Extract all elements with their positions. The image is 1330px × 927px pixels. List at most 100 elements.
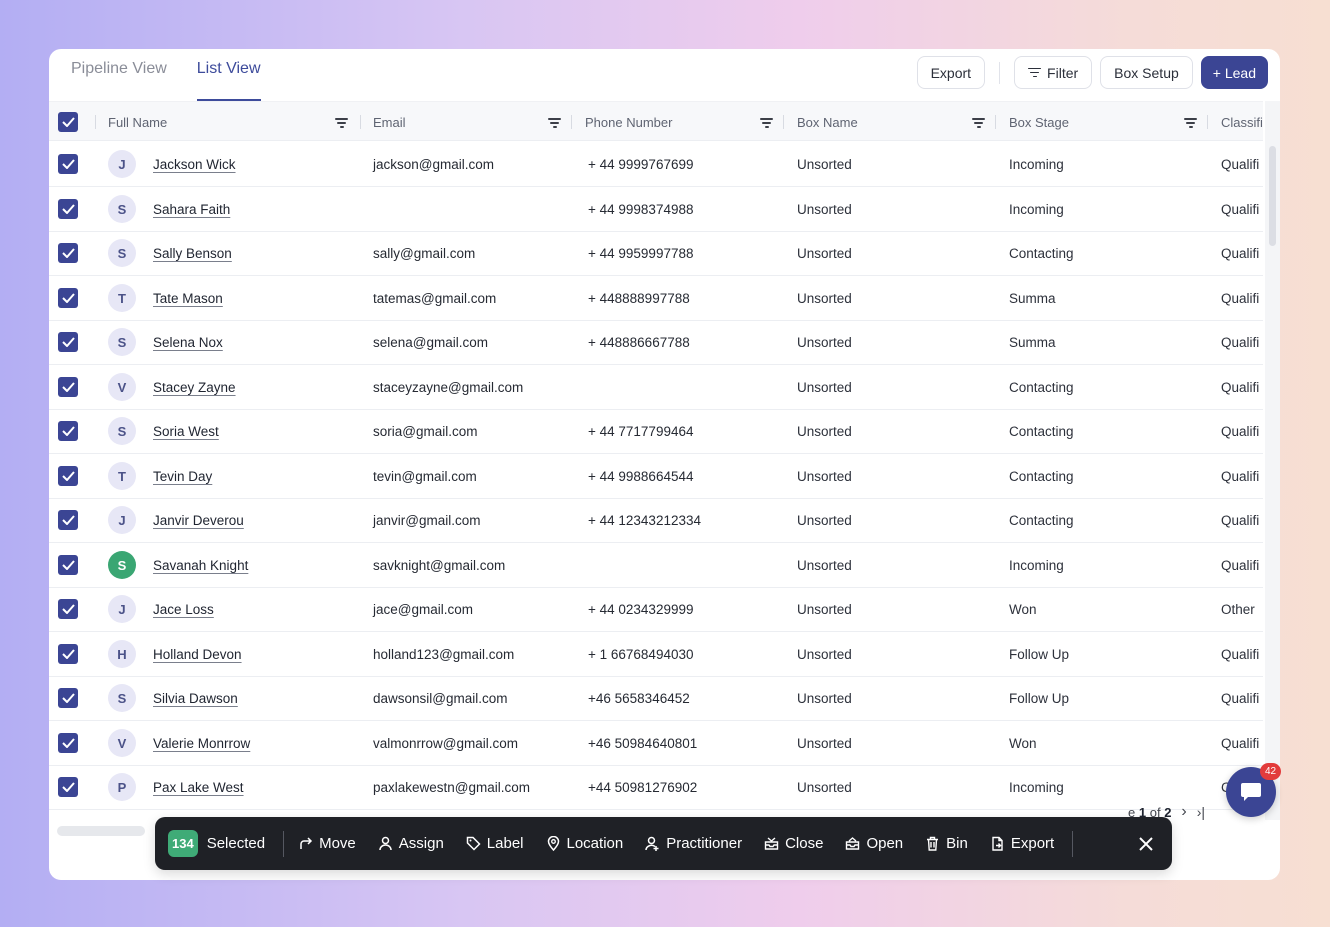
table-row[interactable]: S Soria West soria@gmail.com + 44 771779… xyxy=(49,409,1263,454)
bin-action-button[interactable]: Bin xyxy=(925,835,968,852)
vertical-scrollbar[interactable] xyxy=(1265,101,1280,820)
lead-name-link[interactable]: Holland Devon xyxy=(153,646,242,662)
select-all-cell xyxy=(58,102,78,142)
column-filter-icon[interactable] xyxy=(760,116,773,131)
classification-cell: Qualifi xyxy=(1221,543,1259,587)
column-classification[interactable]: Classifica xyxy=(1221,102,1263,142)
box-stage-cell: Incoming xyxy=(1009,142,1064,186)
table-row[interactable]: P Pax Lake West paxlakewestn@gmail.com +… xyxy=(49,765,1263,810)
table-row[interactable]: S Selena Nox selena@gmail.com + 44888666… xyxy=(49,320,1263,365)
column-email[interactable]: Email xyxy=(373,102,572,142)
avatar: J xyxy=(108,506,136,534)
column-box-name[interactable]: Box Name xyxy=(797,102,996,142)
lead-name-link[interactable]: Soria West xyxy=(153,423,219,439)
lead-name-link[interactable]: Jackson Wick xyxy=(153,156,236,172)
next-page-icon[interactable]: › xyxy=(1181,803,1187,820)
table-row[interactable]: J Janvir Deverou janvir@gmail.com + 44 1… xyxy=(49,498,1263,543)
export-button[interactable]: Export xyxy=(916,56,986,89)
column-filter-icon[interactable] xyxy=(548,116,561,131)
column-phone-number[interactable]: Phone Number xyxy=(585,102,784,142)
row-checkbox-cell xyxy=(58,498,78,542)
box-name-value: Unsorted xyxy=(797,557,852,573)
box-setup-button[interactable]: Box Setup xyxy=(1100,56,1193,89)
phone-cell: + 44 12343212334 xyxy=(588,498,701,542)
lead-name-link[interactable]: Silvia Dawson xyxy=(153,690,238,706)
close-selection-button[interactable] xyxy=(1138,836,1154,852)
email-cell: soria@gmail.com xyxy=(373,409,477,453)
filter-button[interactable]: Filter xyxy=(1014,56,1093,89)
move-action-button[interactable]: Move xyxy=(298,835,356,852)
lead-name-link[interactable]: Valerie Monrrow xyxy=(153,735,251,751)
row-checkbox[interactable] xyxy=(58,466,78,486)
full-name-cell: Sally Benson xyxy=(153,231,232,275)
column-full-name[interactable]: Full Name xyxy=(108,102,361,142)
table-row[interactable]: S Sally Benson sally@gmail.com + 44 9959… xyxy=(49,231,1263,276)
row-checkbox[interactable] xyxy=(58,243,78,263)
horizontal-scrollbar[interactable] xyxy=(57,826,145,836)
box-name-value: Unsorted xyxy=(797,735,852,751)
classification-cell: C xyxy=(1221,765,1231,809)
table-row[interactable]: S Silvia Dawson dawsonsil@gmail.com +46 … xyxy=(49,676,1263,721)
column-filter-icon[interactable] xyxy=(1184,116,1197,131)
lead-name-link[interactable]: Tate Mason xyxy=(153,290,223,306)
box-stage-value: Summa xyxy=(1009,334,1056,350)
phone-cell: + 448886667788 xyxy=(588,320,690,364)
row-checkbox[interactable] xyxy=(58,599,78,619)
row-checkbox[interactable] xyxy=(58,421,78,441)
location-action-button[interactable]: Location xyxy=(546,835,623,852)
row-checkbox[interactable] xyxy=(58,688,78,708)
export-action-button[interactable]: Export xyxy=(990,835,1054,852)
row-checkbox[interactable] xyxy=(58,199,78,219)
table-row[interactable]: S Sahara Faith + 44 9998374988 Unsorted … xyxy=(49,187,1263,232)
open-action-button[interactable]: Open xyxy=(845,835,903,852)
lead-name-link[interactable]: Sally Benson xyxy=(153,245,232,261)
lead-name-link[interactable]: Tevin Day xyxy=(153,468,213,484)
table-row[interactable]: J Jace Loss jace@gmail.com + 44 02343299… xyxy=(49,587,1263,632)
lead-name-link[interactable]: Stacey Zayne xyxy=(153,379,236,395)
lead-name-link[interactable]: Sahara Faith xyxy=(153,201,231,217)
table-row[interactable]: V Stacey Zayne staceyzayne@gmail.com Uns… xyxy=(49,365,1263,410)
full-name-cell: Stacey Zayne xyxy=(153,365,236,409)
row-checkbox[interactable] xyxy=(58,154,78,174)
label-action-button[interactable]: Label xyxy=(466,835,524,852)
lead-name-link[interactable]: Jace Loss xyxy=(153,601,214,617)
lead-name-link[interactable]: Janvir Deverou xyxy=(153,512,244,528)
lead-name-link[interactable]: Savanah Knight xyxy=(153,557,249,573)
row-checkbox[interactable] xyxy=(58,510,78,530)
select-all-checkbox[interactable] xyxy=(58,112,78,132)
tab-pipeline-view[interactable]: Pipeline View xyxy=(71,60,167,77)
last-page-icon[interactable]: ›| xyxy=(1196,804,1206,820)
lead-name-link[interactable]: Selena Nox xyxy=(153,334,223,350)
table-row[interactable]: T Tate Mason tatemas@gmail.com + 4488889… xyxy=(49,276,1263,321)
row-checkbox[interactable] xyxy=(58,332,78,352)
column-filter-icon[interactable] xyxy=(972,116,985,131)
tab-list-view[interactable]: List View xyxy=(196,49,261,101)
row-checkbox[interactable] xyxy=(58,288,78,308)
column-email-label: Email xyxy=(373,114,406,130)
box-name-cell: Unsorted xyxy=(797,409,852,453)
avatar: S xyxy=(108,328,136,356)
toolbar-divider xyxy=(999,61,1001,84)
filter-icon xyxy=(1028,67,1042,78)
full-name-cell: Selena Nox xyxy=(153,320,223,364)
add-lead-button[interactable]: + Lead xyxy=(1200,56,1268,89)
column-box-stage[interactable]: Box Stage xyxy=(1009,102,1208,142)
row-checkbox[interactable] xyxy=(58,644,78,664)
row-checkbox[interactable] xyxy=(58,777,78,797)
column-filter-icon[interactable] xyxy=(335,116,348,131)
row-checkbox[interactable] xyxy=(58,733,78,753)
table-row[interactable]: H Holland Devon holland123@gmail.com + 1… xyxy=(49,632,1263,677)
lead-name-link[interactable]: Pax Lake West xyxy=(153,779,244,795)
row-checkbox-cell xyxy=(58,632,78,676)
scrollbar-thumb[interactable] xyxy=(1269,146,1276,246)
assign-action-button[interactable]: Assign xyxy=(378,835,444,852)
row-checkbox[interactable] xyxy=(58,555,78,575)
table-row[interactable]: V Valerie Monrrow valmonrrow@gmail.com +… xyxy=(49,721,1263,766)
row-checkbox[interactable] xyxy=(58,377,78,397)
table-row[interactable]: J Jackson Wick jackson@gmail.com + 44 99… xyxy=(49,142,1263,187)
table-row[interactable]: S Savanah Knight savknight@gmail.com Uns… xyxy=(49,543,1263,588)
close-action-button[interactable]: Close xyxy=(764,835,823,852)
practitioner-action-button[interactable]: Practitioner xyxy=(645,835,742,852)
chat-bubble-icon xyxy=(1241,783,1261,801)
table-row[interactable]: T Tevin Day tevin@gmail.com + 44 9988664… xyxy=(49,454,1263,499)
